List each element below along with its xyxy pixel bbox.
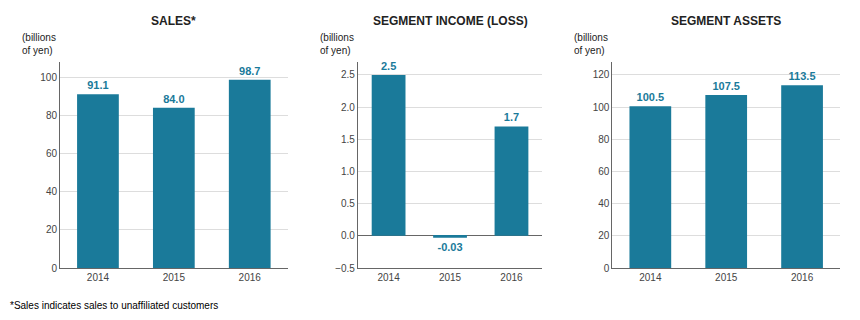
svg-text:2.0: 2.0 xyxy=(341,102,355,113)
svg-text:−0.5: −0.5 xyxy=(335,263,355,274)
svg-text:84.0: 84.0 xyxy=(163,93,184,105)
svg-text:0.5: 0.5 xyxy=(341,198,355,209)
svg-text:2015: 2015 xyxy=(439,272,462,283)
svg-text:2016: 2016 xyxy=(500,272,523,283)
svg-text:SEGMENT ASSETS: SEGMENT ASSETS xyxy=(671,14,781,28)
svg-text:80: 80 xyxy=(46,110,58,121)
svg-text:2016: 2016 xyxy=(239,272,262,283)
svg-text:113.5: 113.5 xyxy=(789,70,816,82)
svg-text:*Sales indicates sales to unaf: *Sales indicates sales to unaffiliated c… xyxy=(10,300,218,311)
svg-text:40: 40 xyxy=(46,186,58,197)
svg-text:2.5: 2.5 xyxy=(341,69,355,80)
svg-text:100.5: 100.5 xyxy=(637,91,665,103)
svg-text:2015: 2015 xyxy=(715,272,738,283)
svg-text:0: 0 xyxy=(51,263,57,274)
svg-text:98.7: 98.7 xyxy=(239,65,260,77)
svg-text:(billionsof yen): (billionsof yen) xyxy=(22,32,56,56)
svg-text:1.5: 1.5 xyxy=(341,134,355,145)
svg-text:1.0: 1.0 xyxy=(341,166,355,177)
svg-text:20: 20 xyxy=(598,230,610,241)
svg-text:107.5: 107.5 xyxy=(712,80,740,92)
svg-text:SALES*: SALES* xyxy=(151,14,196,28)
svg-text:2016: 2016 xyxy=(791,272,814,283)
svg-text:20: 20 xyxy=(46,224,58,235)
svg-text:-0.03: -0.03 xyxy=(437,241,462,253)
svg-text:91.1: 91.1 xyxy=(87,79,108,91)
svg-text:120: 120 xyxy=(593,69,610,80)
svg-text:100: 100 xyxy=(593,102,610,113)
svg-text:1.7: 1.7 xyxy=(504,111,519,123)
svg-text:2014: 2014 xyxy=(639,272,662,283)
svg-text:SEGMENT INCOME (LOSS): SEGMENT INCOME (LOSS) xyxy=(373,14,528,28)
svg-text:0: 0 xyxy=(604,263,610,274)
svg-text:2014: 2014 xyxy=(377,272,400,283)
svg-text:(billionsof yen): (billionsof yen) xyxy=(574,32,608,56)
svg-text:0.0: 0.0 xyxy=(341,230,355,241)
svg-text:40: 40 xyxy=(598,198,610,209)
svg-text:80: 80 xyxy=(598,134,610,145)
svg-text:2015: 2015 xyxy=(163,272,186,283)
svg-text:2014: 2014 xyxy=(87,272,110,283)
svg-text:(billionsof yen): (billionsof yen) xyxy=(320,32,354,56)
svg-text:100: 100 xyxy=(40,72,57,83)
svg-text:2.5: 2.5 xyxy=(381,60,396,72)
svg-text:60: 60 xyxy=(46,148,58,159)
svg-text:60: 60 xyxy=(598,166,610,177)
